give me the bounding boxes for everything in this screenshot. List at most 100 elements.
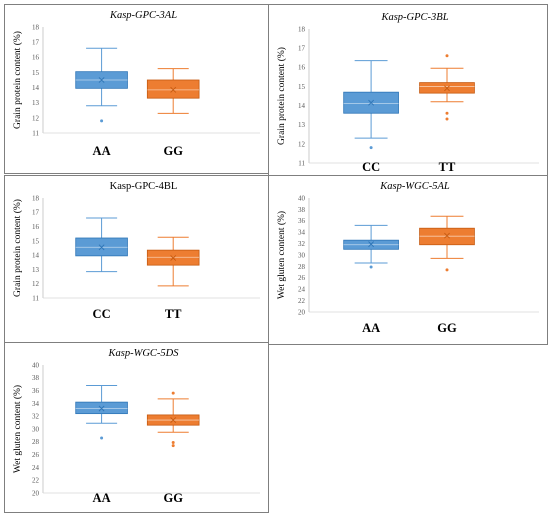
- y-tick-label: 11: [298, 159, 305, 167]
- y-tick-label: 16: [32, 223, 40, 231]
- mean-marker: [98, 405, 105, 412]
- y-tick-label: 18: [298, 25, 306, 33]
- box-series-aa: [75, 384, 128, 440]
- chart-svg-gpc-3bl: Kasp-GPC-3BL Grain protein content (%) 11 1…: [276, 12, 539, 174]
- chart-title: Kasp-WGC-5DS: [108, 348, 180, 359]
- y-tick-label: 26: [298, 274, 306, 282]
- outlier-point: [100, 436, 104, 440]
- category-label: CC: [93, 307, 111, 321]
- box-series-gg: [146, 68, 200, 114]
- y-tick-label: 34: [298, 229, 306, 237]
- chart-title: Kasp-WGC-5AL: [379, 181, 450, 192]
- y-tick-label: 17: [298, 45, 306, 53]
- chart-panel-gpc-4bl: Kasp-GPC-4BL Grain protein content (%) 11 1…: [4, 175, 269, 343]
- y-tick-label: 18: [32, 194, 40, 202]
- y-tick-label: 24: [32, 464, 40, 472]
- mean-marker: [368, 99, 375, 106]
- y-tick-label: 38: [32, 374, 40, 382]
- y-tick-label: 22: [298, 297, 306, 305]
- category-label: GG: [437, 321, 457, 335]
- y-tick-label: 12: [32, 280, 40, 288]
- category-label: TT: [165, 307, 182, 321]
- category-label: TT: [439, 160, 456, 174]
- box-series-cc: [75, 217, 128, 273]
- box-series-tt: [146, 236, 200, 287]
- y-tick-label: 34: [32, 400, 40, 408]
- chart-svg-wgc-5al: Kasp-WGC-5AL Wet gluten content (%) 20 22 24…: [276, 181, 539, 335]
- mean-marker: [444, 85, 450, 92]
- y-tick-label: 36: [298, 217, 306, 225]
- y-tick-label: 32: [298, 240, 306, 248]
- outlier-point: [369, 146, 373, 150]
- outlier-point: [445, 117, 449, 121]
- chart-svg-gpc-4bl: Kasp-GPC-4BL Grain protein content (%) 11 1…: [12, 181, 260, 321]
- chart-panel-wgc-5al: Kasp-WGC-5AL Wet gluten content (%) 20 22 24…: [268, 175, 548, 345]
- y-tick-label: 15: [298, 83, 306, 91]
- y-axis-label: Grain protein content (%): [12, 31, 23, 129]
- outlier-point: [445, 54, 449, 58]
- y-tick-label: 13: [298, 121, 306, 129]
- chart-svg-gpc-3al: Kasp-GPC-3AL Grain protein content (%) 11 1…: [12, 10, 260, 158]
- outlier-point: [445, 268, 449, 272]
- y-tick-label: 26: [32, 451, 40, 459]
- box-iqr: [146, 79, 200, 99]
- y-axis-label: Grain protein content (%): [12, 199, 23, 297]
- y-tick-label: 15: [32, 237, 40, 245]
- y-tick-label: 17: [32, 39, 40, 47]
- category-label: GG: [163, 491, 183, 505]
- y-tick-label: 40: [32, 361, 40, 369]
- chart-panel-gpc-3al: Kasp-GPC-3AL Grain protein content (%) 11 1…: [4, 4, 269, 174]
- category-label: GG: [163, 144, 183, 158]
- y-tick-label: 16: [298, 64, 306, 72]
- mean-marker: [170, 86, 177, 93]
- chart-title: Kasp-GPC-3AL: [109, 10, 177, 21]
- mean-marker: [98, 244, 105, 251]
- y-tick-label: 20: [32, 489, 40, 497]
- y-tick-label: 14: [298, 102, 306, 110]
- y-tick-label: 38: [298, 206, 306, 214]
- box-series-aa: [75, 47, 128, 123]
- outlier-point: [369, 265, 373, 269]
- box-series-gg: [419, 215, 475, 272]
- y-tick-label: 16: [32, 54, 40, 62]
- chart-svg-wgc-5ds: Kasp-WGC-5DS Wet gluten content (%) 20 22 24…: [12, 348, 260, 505]
- category-label: CC: [362, 160, 380, 174]
- y-axis-label: Grain protein content (%): [276, 47, 287, 145]
- category-label: AA: [93, 144, 111, 158]
- y-tick-label: 24: [298, 286, 306, 294]
- y-tick-label: 14: [32, 84, 40, 92]
- box-iqr: [75, 401, 128, 415]
- y-tick-label: 13: [32, 99, 40, 107]
- chart-panel-wgc-5ds: Kasp-WGC-5DS Wet gluten content (%) 20 22 24…: [4, 342, 269, 513]
- y-tick-label: 28: [298, 263, 306, 271]
- box-series-aa: [343, 224, 399, 269]
- chart-title: Kasp-GPC-3BL: [380, 12, 448, 23]
- y-tick-label: 12: [32, 114, 40, 122]
- mean-marker: [368, 241, 375, 248]
- category-label: AA: [362, 321, 380, 335]
- chart-panel-gpc-3bl: Kasp-GPC-3BL Grain protein content (%) 11 1…: [268, 4, 548, 176]
- y-tick-label: 40: [298, 194, 306, 202]
- mean-marker: [444, 232, 450, 239]
- box-series-cc: [343, 60, 399, 150]
- y-axis-label: Wet gluten content (%): [276, 211, 287, 299]
- y-tick-label: 18: [32, 23, 40, 31]
- y-tick-label: 11: [32, 294, 39, 302]
- mean-marker: [170, 417, 177, 423]
- mean-marker: [98, 77, 105, 83]
- y-tick-label: 30: [32, 425, 40, 433]
- category-label: AA: [93, 491, 111, 505]
- outlier-point: [171, 391, 175, 395]
- box-series-tt: [419, 54, 475, 121]
- y-axis-label: Wet gluten content (%): [12, 385, 23, 473]
- y-tick-label: 17: [32, 209, 40, 217]
- box-series-gg: [146, 391, 200, 448]
- outlier-point: [171, 444, 175, 448]
- y-tick-label: 30: [298, 251, 306, 259]
- y-tick-label: 12: [298, 140, 306, 148]
- y-tick-label: 36: [32, 387, 40, 395]
- y-tick-label: 11: [32, 129, 39, 137]
- outlier-point: [445, 111, 449, 115]
- y-tick-label: 28: [32, 438, 40, 446]
- y-tick-label: 15: [32, 69, 40, 77]
